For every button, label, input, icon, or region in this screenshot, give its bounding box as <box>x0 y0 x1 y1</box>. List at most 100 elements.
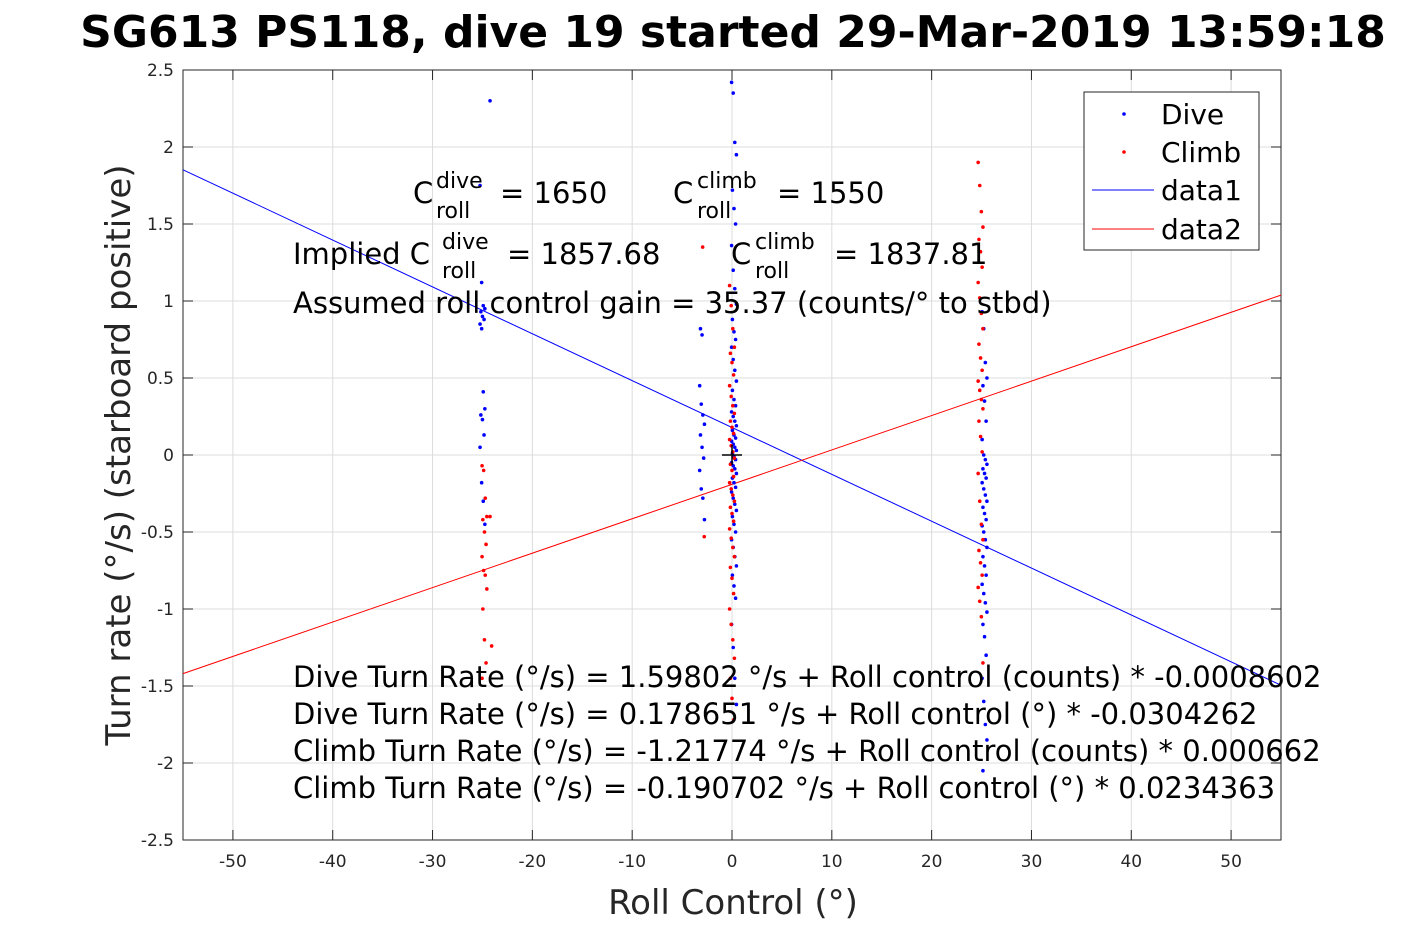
y-tick-label: -2 <box>157 754 174 774</box>
dive-point <box>479 480 484 485</box>
dive-point <box>732 140 737 145</box>
dive-point <box>730 388 735 393</box>
dive-point <box>984 476 988 480</box>
c-dive-value: = 1650 <box>500 176 607 210</box>
dive-point <box>981 768 985 773</box>
chart-title: SG613 PS118, dive 19 started 29-Mar-2019… <box>80 7 1386 58</box>
dive-point <box>985 376 989 380</box>
climb-point <box>981 537 985 542</box>
dive-point <box>733 337 738 342</box>
climb-point <box>730 576 734 580</box>
dive-point <box>734 448 739 453</box>
y-tick-label: 1.5 <box>147 215 174 235</box>
dive-point <box>699 487 704 491</box>
c-climb-sub: roll <box>697 199 731 224</box>
implied-climb-sup: climb <box>755 230 815 255</box>
dive-point <box>729 345 734 350</box>
dive-point <box>733 222 738 226</box>
climb-point <box>980 368 984 373</box>
dive-point <box>702 517 707 522</box>
dive-point <box>732 397 736 402</box>
dive-point <box>982 511 987 516</box>
dive-point <box>734 152 739 157</box>
dive-point <box>731 91 735 95</box>
climb-point <box>727 480 732 485</box>
climb-point <box>730 403 735 408</box>
climb-point <box>980 450 984 454</box>
y-tick-label: -2.5 <box>141 831 174 851</box>
y-tick-label: 0.5 <box>147 369 174 389</box>
dive-point <box>698 326 703 331</box>
c-climb-prefix: C <box>673 176 693 210</box>
dive-point <box>730 188 735 192</box>
dive-point <box>981 487 986 491</box>
dive-point <box>732 286 737 291</box>
climb-point <box>731 474 736 479</box>
climb-point <box>730 696 734 701</box>
climb-point <box>979 311 984 316</box>
climb-point <box>727 437 732 442</box>
y-tick-label: 1 <box>163 292 174 312</box>
dive-point <box>980 582 984 587</box>
climb-point <box>481 607 485 611</box>
climb-point <box>728 676 733 681</box>
dive-point <box>733 485 738 490</box>
legend-dive-label: Dive <box>1161 98 1224 131</box>
climb-point <box>981 407 985 411</box>
dive-point <box>981 591 986 596</box>
dive-point <box>731 268 735 273</box>
dive-point <box>730 428 735 433</box>
climb-point <box>480 463 484 468</box>
climb-point <box>729 487 734 491</box>
dive-point <box>701 496 705 500</box>
y-tick-label: -1.5 <box>141 677 174 697</box>
climb-point <box>727 527 732 531</box>
climb-point <box>727 283 732 288</box>
dive-point <box>733 436 738 440</box>
climb-point <box>728 351 733 356</box>
climb-point <box>489 644 494 648</box>
dive-point <box>699 402 704 406</box>
climb-point <box>976 160 980 165</box>
climb-point <box>485 587 489 591</box>
climb-point <box>482 530 487 534</box>
climb-point <box>977 183 982 188</box>
climb-point <box>977 548 981 553</box>
dive-point <box>983 722 988 727</box>
legend-dive-marker <box>1122 112 1126 116</box>
climb-point <box>979 614 984 619</box>
climb-point <box>976 585 980 590</box>
dive-point <box>982 564 987 568</box>
dive-point <box>985 545 989 550</box>
dive-point <box>480 314 485 319</box>
dive-degrees-equation: Dive Turn Rate (°/s) = 0.178651 °/s + Ro… <box>293 697 1258 731</box>
dive-counts-equation: Dive Turn Rate (°/s) = 1.59802 °/s + Rol… <box>293 660 1321 694</box>
y-axis-label: Turn rate (°/s) (starboard positive) <box>99 164 139 746</box>
dive-point <box>982 634 987 639</box>
climb-point <box>976 280 980 285</box>
dive-point <box>730 317 735 322</box>
dive-point <box>731 645 735 650</box>
c-dive-prefix: C <box>413 176 433 210</box>
c-climb-roll-annotation: C climb roll = 1550 <box>673 169 884 224</box>
dive-point <box>732 676 737 681</box>
dive-point <box>734 702 739 707</box>
climb-point <box>977 419 981 423</box>
dive-point <box>697 468 702 473</box>
x-tick-label: -10 <box>618 852 646 872</box>
climb-point <box>732 656 737 661</box>
climb-point <box>702 534 707 539</box>
dive-point <box>700 445 704 450</box>
climb-point <box>730 360 734 365</box>
climb-point <box>730 638 735 642</box>
climb-point <box>730 326 735 331</box>
climb-point <box>977 499 982 504</box>
dive-point <box>698 433 703 437</box>
dive-point <box>732 522 736 527</box>
climb-point <box>729 536 734 540</box>
implied-climb-sub: roll <box>755 259 789 284</box>
climb-point <box>480 676 484 681</box>
x-tick-label: 20 <box>921 852 943 872</box>
x-tick-label: 0 <box>727 852 738 872</box>
